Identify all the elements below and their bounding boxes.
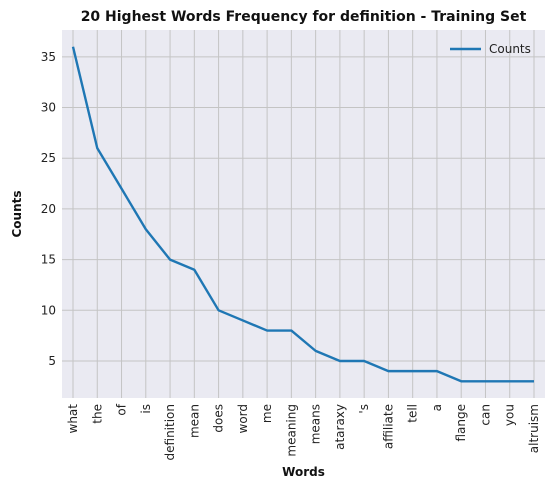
x-tick-label: tell [406, 404, 420, 423]
x-tick-label: does [212, 404, 226, 433]
x-tick-label: of [115, 403, 129, 415]
x-tick-label: you [503, 404, 517, 426]
y-tick-label: 20 [41, 202, 56, 216]
x-tick-label: can [478, 404, 492, 426]
plot-area [62, 30, 545, 398]
x-tick-label: flange [454, 404, 468, 442]
x-tick-label: means [309, 404, 323, 444]
x-tick-label: me [260, 404, 274, 423]
x-tick-label: ataraxy [333, 404, 347, 450]
y-tick-label: 5 [48, 354, 56, 368]
legend-label-counts: Counts [489, 42, 531, 56]
x-tick-label: is [139, 404, 153, 414]
x-tick-label: altruism [527, 404, 541, 453]
y-tick-labels: 5 10 15 20 25 30 35 [41, 50, 56, 368]
y-axis-label: Counts [10, 190, 24, 237]
x-axis-label: Words [282, 465, 325, 479]
gridlines [62, 30, 545, 398]
x-tick-label: mean [187, 404, 201, 438]
y-tick-label: 15 [41, 253, 56, 267]
series-line-counts [71, 46, 534, 383]
y-tick-label: 30 [41, 101, 56, 115]
y-tick-label: 35 [41, 50, 56, 64]
x-tick-label: a [430, 404, 444, 411]
legend: Counts [450, 42, 531, 56]
x-tick-label: the [90, 404, 104, 424]
x-tick-label: 's [357, 404, 371, 414]
x-tick-labels: what the of is definition mean does word me meani… [66, 403, 541, 460]
x-tick-label: affiliate [381, 404, 395, 449]
y-tick-label: 10 [41, 303, 56, 317]
x-tick-label: word [236, 404, 250, 434]
x-tick-label: what [66, 404, 80, 434]
y-tick-label: 25 [41, 151, 56, 165]
x-tick-label: meaning [284, 404, 298, 457]
x-tick-label: definition [163, 404, 177, 460]
chart-title: 20 Highest Words Frequency for definitio… [81, 9, 527, 25]
